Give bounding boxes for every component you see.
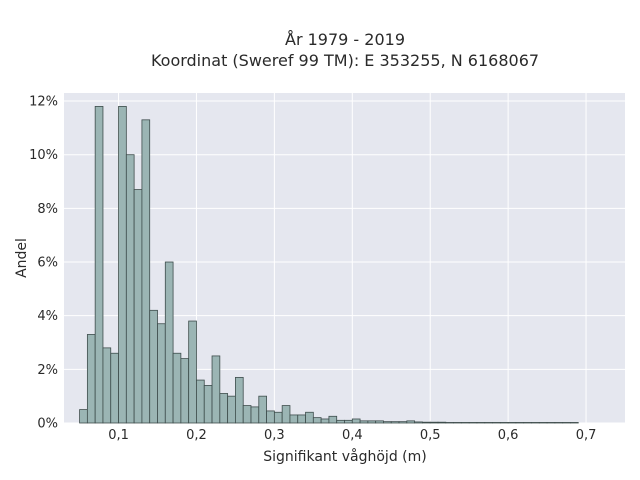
histogram-bar-44 [422, 421, 431, 424]
histogram-bar-20 [235, 376, 244, 424]
histogram-bar-57 [523, 422, 532, 424]
y-tick-label: 10% [29, 148, 58, 163]
x-axis-label: Signifikant våghöjd (m) [263, 448, 426, 465]
histogram-bar-23 [258, 395, 267, 424]
histogram-bar-16 [203, 385, 213, 424]
histogram-bar-6 [125, 154, 135, 424]
x-tick-label: 0,3 [264, 428, 285, 443]
histogram-bar-37 [367, 420, 377, 424]
x-tick-label: 0,5 [420, 428, 441, 443]
histogram-bar-28 [297, 414, 306, 424]
histogram-bar-60 [546, 422, 556, 424]
histogram-bar-27 [289, 414, 299, 424]
histogram-bar-14 [188, 320, 197, 424]
histogram-bar-42 [406, 420, 416, 424]
histogram-bar-55 [507, 422, 517, 424]
y-tick-label: 2% [37, 363, 58, 378]
histogram-bar-22 [250, 406, 260, 424]
y-tick-label: 0% [37, 417, 58, 432]
histogram-bar-41 [398, 421, 408, 424]
histogram-bar-62 [562, 422, 571, 424]
histogram-bar-52 [484, 422, 493, 424]
histogram-bar-48 [453, 422, 462, 424]
histogram-bar-53 [492, 422, 501, 424]
histogram-bar-12 [172, 352, 182, 424]
histogram-bar-38 [375, 420, 384, 424]
histogram-bar-63 [570, 422, 579, 424]
histogram-bar-26 [281, 405, 291, 424]
histogram-bar-33 [336, 419, 345, 424]
histogram-bar-45 [429, 421, 439, 424]
histogram-bar-0 [79, 409, 88, 424]
histogram-bar-56 [515, 422, 525, 424]
histogram-bar-50 [468, 422, 478, 424]
chart-subtitle: Koordinat (Sweref 99 TM): E 353255, N 61… [151, 51, 539, 70]
histogram-bar-8 [141, 119, 151, 424]
x-tick-label: 0,7 [576, 428, 597, 443]
histogram-bar-30 [312, 417, 322, 424]
histogram-bar-9 [149, 309, 158, 424]
histogram-bar-29 [305, 411, 314, 424]
x-tick-label: 0,6 [498, 428, 519, 443]
histogram-bar-21 [242, 405, 252, 424]
y-axis-label: Andel [14, 238, 30, 278]
histogram-bar-18 [219, 393, 229, 424]
histogram-bar-25 [273, 411, 283, 424]
histogram-bar-40 [390, 421, 400, 424]
histogram-bar-24 [266, 410, 275, 424]
histogram-bar-61 [554, 422, 564, 424]
x-tick-label: 0,2 [186, 428, 207, 443]
y-tick-label: 4% [37, 309, 58, 324]
chart-title: År 1979 - 2019 [285, 30, 405, 49]
y-tick-label: 8% [37, 202, 58, 217]
y-tick-label: 6% [37, 256, 58, 271]
histogram-bar-19 [227, 395, 236, 424]
histogram-bar-34 [344, 419, 353, 424]
histogram-bar-10 [157, 323, 166, 424]
y-tick-label: 12% [29, 95, 58, 110]
histogram-bar-39 [383, 421, 392, 424]
histogram-bar-1 [86, 334, 96, 424]
x-tick-label: 0,1 [108, 428, 129, 443]
histogram-bar-3 [102, 347, 112, 424]
histogram-bar-31 [320, 418, 330, 424]
x-axis-ticks: 0,1 0,2 0,3 0,4 0,5 0,6 0,7 [108, 428, 596, 443]
histogram-bar-35 [351, 418, 361, 424]
histogram-bar-49 [460, 422, 470, 424]
y-axis-ticks: 0% 2% 4% 6% 8% 10% 12% [29, 95, 58, 432]
x-tick-label: 0,4 [342, 428, 363, 443]
histogram-bar-54 [499, 422, 509, 424]
histogram-bar-46 [437, 421, 447, 424]
histogram-bar-15 [196, 379, 205, 424]
histogram-bar-58 [531, 422, 540, 424]
histogram-bar-4 [110, 352, 119, 424]
histogram-bar-47 [445, 422, 454, 424]
histogram-bar-36 [359, 420, 369, 424]
histogram-bars [79, 106, 579, 424]
histogram-bar-13 [180, 358, 190, 424]
histogram-bar-11 [164, 261, 174, 424]
histogram-bar-2 [94, 106, 104, 424]
histogram-bar-43 [414, 421, 423, 424]
histogram-bar-32 [328, 415, 338, 424]
histogram-bar-7 [133, 189, 143, 424]
histogram-bar-17 [211, 355, 221, 424]
histogram-bar-51 [476, 422, 486, 424]
histogram-bar-5 [118, 106, 127, 424]
histogram-bar-59 [538, 422, 548, 424]
